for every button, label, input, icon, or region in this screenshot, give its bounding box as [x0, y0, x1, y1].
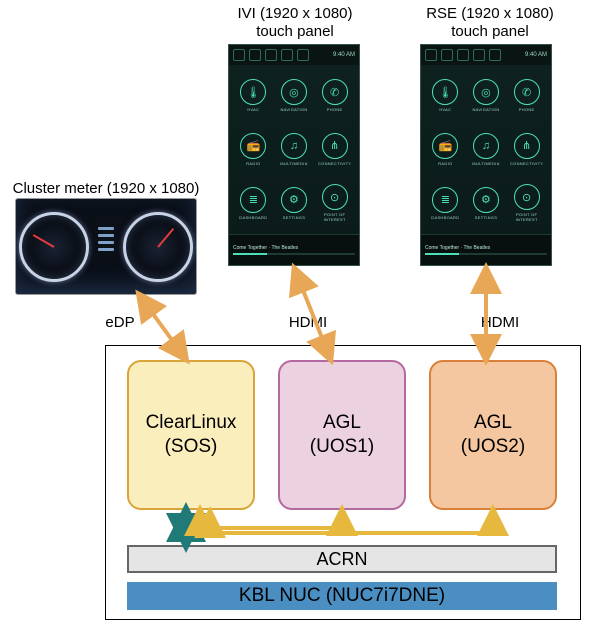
- ivi-label-line1: IVI (1920 x 1080): [205, 5, 385, 23]
- vm-agl-uos2: AGL (UOS2): [429, 360, 557, 510]
- app-icon: ≣: [240, 187, 266, 213]
- app-icon: ◎: [473, 79, 499, 105]
- app-icon: 📻: [240, 133, 266, 159]
- app-icon: ⋔: [322, 133, 348, 159]
- vm-agl-uos1: AGL (UOS1): [278, 360, 406, 510]
- panel-track: Come Together · The Beatles: [425, 245, 547, 251]
- vm3-line1: AGL: [474, 412, 512, 433]
- app-label: HVAC: [247, 107, 259, 112]
- panel-nowplaying: Come Together · The Beatles: [229, 234, 359, 265]
- app-icon: ◎: [281, 79, 307, 105]
- panel-progress: [425, 253, 547, 255]
- app-label: MULTIMEDIA: [280, 161, 307, 166]
- app-label: NAVIGATION: [280, 107, 307, 112]
- vm1-line1: ClearLinux: [146, 412, 237, 433]
- vm-clearlinux-sos: ClearLinux (SOS): [127, 360, 255, 510]
- panel-time: 9:40 AM: [525, 52, 547, 58]
- panel-app-item[interactable]: ≣ DASHBOARD: [235, 178, 272, 228]
- hdmi2-label: HDMI: [470, 314, 530, 332]
- panel-app-item[interactable]: ≣ DASHBOARD: [427, 178, 464, 228]
- panel-app-item[interactable]: ◎ NAVIGATION: [468, 71, 505, 121]
- app-label: CONNECTIVITY: [510, 161, 543, 166]
- panel-app-item[interactable]: ⋔ CONNECTIVITY: [508, 125, 545, 175]
- app-icon: ⚙: [473, 187, 499, 213]
- gauge-right: [123, 212, 193, 282]
- app-icon: ⊙: [322, 184, 348, 210]
- panel-app-item[interactable]: ⚙ SETTINGS: [276, 178, 313, 228]
- panel-app-item[interactable]: ♫ MULTIMEDIA: [276, 125, 313, 175]
- app-icon: ✆: [514, 79, 540, 105]
- cluster-meter-display: [15, 198, 197, 295]
- panel-app-item[interactable]: 🌡 HVAC: [235, 71, 272, 121]
- app-icon: ⋔: [514, 133, 540, 159]
- panel-statusbar: 9:40 AM: [229, 45, 359, 65]
- rse-label-line1: RSE (1920 x 1080): [400, 5, 580, 23]
- app-icon: ⊙: [514, 184, 540, 210]
- panel-app-item[interactable]: ✆ PHONE: [508, 71, 545, 121]
- panel-statusbar: 9:40 AM: [421, 45, 551, 65]
- app-icon: ♫: [473, 133, 499, 159]
- hardware-kbl-nuc: KBL NUC (NUC7i7DNE): [127, 582, 557, 610]
- app-label: PHONE: [519, 107, 535, 112]
- gauge-left: [19, 212, 89, 282]
- app-label: POINT OF INTEREST: [508, 212, 545, 222]
- app-icon: 📻: [432, 133, 458, 159]
- panel-app-item[interactable]: ⚙ SETTINGS: [468, 178, 505, 228]
- panel-app-item[interactable]: ⊙ POINT OF INTEREST: [316, 178, 353, 228]
- app-icon: 🌡: [240, 79, 266, 105]
- acrn-hypervisor: ACRN: [127, 545, 557, 573]
- hdmi1-label: HDMI: [278, 314, 338, 332]
- vm2-line1: AGL: [323, 412, 361, 433]
- panel-app-item[interactable]: 📻 RADIO: [427, 125, 464, 175]
- panel-app-grid: 🌡 HVAC ◎ NAVIGATION ✆ PHONE 📻 RADIO ♫ MULTIMEDIA ⋔…: [421, 65, 551, 234]
- vm1-line2: (SOS): [165, 436, 218, 457]
- panel-app-item[interactable]: 📻 RADIO: [235, 125, 272, 175]
- panel-app-grid: 🌡 HVAC ◎ NAVIGATION ✆ PHONE 📻 RADIO ♫ MULTIMEDIA ⋔…: [229, 65, 359, 234]
- app-label: RADIO: [438, 161, 452, 166]
- app-icon: ✆: [322, 79, 348, 105]
- panel-app-item[interactable]: ✆ PHONE: [316, 71, 353, 121]
- rse-touch-panel: 9:40 AM 🌡 HVAC ◎ NAVIGATION ✆ PHONE 📻 RADIO ♫ MULT…: [420, 44, 552, 266]
- acrn-label: ACRN: [316, 549, 367, 570]
- panel-nowplaying: Come Together · The Beatles: [421, 234, 551, 265]
- app-label: SETTINGS: [475, 215, 497, 220]
- cluster-meter-label: Cluster meter (1920 x 1080): [6, 180, 206, 198]
- panel-app-item[interactable]: 🌡 HVAC: [427, 71, 464, 121]
- panel-app-item[interactable]: ⊙ POINT OF INTEREST: [508, 178, 545, 228]
- app-label: MULTIMEDIA: [472, 161, 499, 166]
- vm2-line2: (UOS1): [310, 436, 374, 457]
- panel-time: 9:40 AM: [333, 52, 355, 58]
- app-icon: ♫: [281, 133, 307, 159]
- hw-label: KBL NUC (NUC7i7DNE): [239, 585, 445, 607]
- app-label: CONNECTIVITY: [318, 161, 351, 166]
- app-label: NAVIGATION: [472, 107, 499, 112]
- panel-app-item[interactable]: ◎ NAVIGATION: [276, 71, 313, 121]
- ivi-label-line2: touch panel: [205, 23, 385, 41]
- vm3-line2: (UOS2): [461, 436, 525, 457]
- panel-app-item[interactable]: ⋔ CONNECTIVITY: [316, 125, 353, 175]
- panel-track: Come Together · The Beatles: [233, 245, 355, 251]
- app-icon: 🌡: [432, 79, 458, 105]
- app-label: PHONE: [327, 107, 343, 112]
- panel-progress: [233, 253, 355, 255]
- app-icon: ≣: [432, 187, 458, 213]
- app-label: SETTINGS: [283, 215, 305, 220]
- app-label: DASHBOARD: [431, 215, 459, 220]
- app-label: DASHBOARD: [239, 215, 267, 220]
- app-label: HVAC: [439, 107, 451, 112]
- rse-label-line2: touch panel: [400, 23, 580, 41]
- app-icon: ⚙: [281, 187, 307, 213]
- panel-app-item[interactable]: ♫ MULTIMEDIA: [468, 125, 505, 175]
- edp-label: eDP: [90, 314, 150, 332]
- app-label: POINT OF INTEREST: [316, 212, 353, 222]
- app-label: RADIO: [246, 161, 260, 166]
- ivi-touch-panel: 9:40 AM 🌡 HVAC ◎ NAVIGATION ✆ PHONE 📻 RADIO ♫ MULT…: [228, 44, 360, 266]
- cluster-mid-info: [96, 227, 116, 267]
